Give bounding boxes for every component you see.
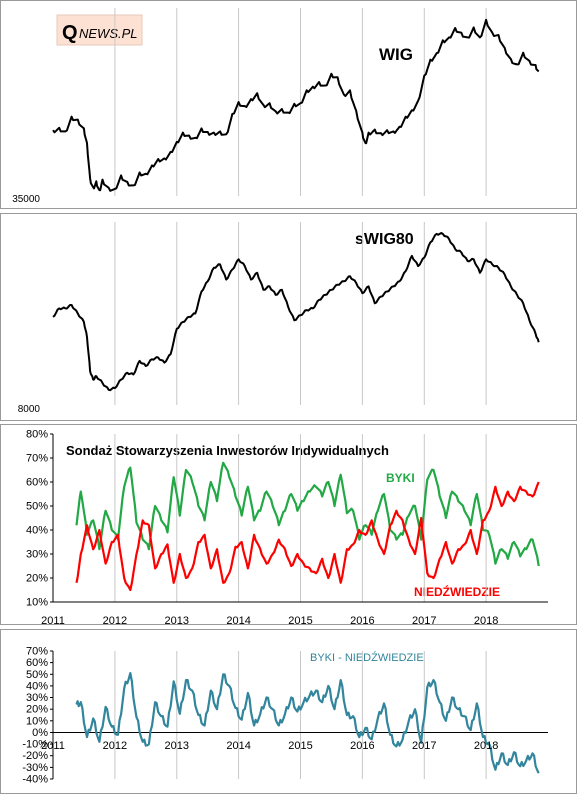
- x-tick-label: 2012: [103, 740, 127, 752]
- series-line-2-0: [75, 461, 540, 567]
- y-tick-label: 50%: [26, 669, 48, 681]
- series-line-0-0: [52, 18, 540, 192]
- panel-survey-frame: [0, 424, 577, 625]
- x-tick-label: 2013: [165, 615, 189, 627]
- x-tick-label: 2017: [412, 740, 436, 752]
- y-tick-label: 40%: [26, 680, 48, 692]
- y-tick-label: 60%: [26, 657, 48, 669]
- x-tick-label: 2018: [474, 615, 498, 627]
- y-tick-label: 80%: [26, 429, 48, 441]
- x-tick-label: 2014: [226, 740, 250, 752]
- series-line-3-0: [75, 672, 540, 774]
- y-tick-label: 20%: [26, 704, 48, 716]
- y-tick-label: 10%: [26, 715, 48, 727]
- y-tick-label: 70%: [26, 646, 48, 658]
- x-tick-label: 2016: [350, 740, 374, 752]
- logo-box: [56, 14, 143, 46]
- y-tick-label: -30%: [22, 762, 48, 774]
- x-tick-label: 2015: [288, 615, 312, 627]
- y-tick-label: 30%: [26, 692, 48, 704]
- x-tick-label: 2015: [288, 740, 312, 752]
- y-tick-label: 10%: [26, 597, 48, 609]
- y-tick-label: 40%: [26, 525, 48, 537]
- y-tick-label: 50%: [26, 501, 48, 513]
- wig-title: WIG: [379, 45, 413, 64]
- series-layer: [52, 18, 540, 774]
- swig80-ytick-label: 8000: [18, 404, 41, 415]
- spread-title: BYKI - NIEDŹWIEDZIE: [310, 651, 424, 664]
- y-tick-label: 20%: [26, 573, 48, 585]
- y-tick-label: 0%: [32, 727, 48, 739]
- x-tick-label: 2011: [41, 740, 65, 752]
- x-tick-label: 2013: [165, 740, 189, 752]
- x-tick-label: 2012: [103, 615, 127, 627]
- y-tick-label: 60%: [26, 477, 48, 489]
- series-line-1-0: [52, 232, 540, 392]
- wig-ytick-label: 35000: [12, 194, 40, 205]
- y-tick-label: 70%: [26, 453, 48, 465]
- x-tick-label: 2011: [41, 615, 65, 627]
- panel-spread-frame: [0, 629, 577, 794]
- logo-q: Q: [62, 22, 78, 44]
- x-tick-label: 2014: [226, 615, 250, 627]
- y-tick-label: 30%: [26, 549, 48, 561]
- survey-title: Sondaż Stowarzyszenia Inwestorów Indywid…: [66, 443, 389, 458]
- tick-label-layer: 10%20%30%40%50%60%70%80%2011 2012 2013 2014…: [22, 429, 498, 786]
- x-tick-label: 2017: [412, 615, 436, 627]
- y-tick-label: -40%: [22, 774, 48, 786]
- x-tick-label: 2018: [474, 740, 498, 752]
- x-tick-label: 2016: [350, 615, 374, 627]
- y-tick-label: -10%: [22, 739, 48, 751]
- swig80-title: sWIG80: [355, 231, 414, 248]
- logo-text: NEWS.PL: [79, 26, 138, 41]
- series-line-2-1: [75, 481, 540, 592]
- y-tick-label: -20%: [22, 750, 48, 762]
- panel-swig80-frame: [0, 213, 577, 421]
- legend-niedzwiedzie: NIEDŹWIEDZIE: [414, 584, 500, 599]
- legend-byki: BYKI: [386, 471, 415, 485]
